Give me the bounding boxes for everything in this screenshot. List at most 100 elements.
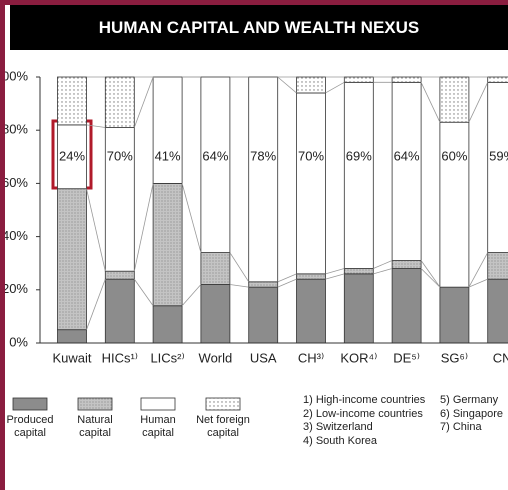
legend-label: Net foreign capital <box>196 414 250 439</box>
bar-annotation: 70% <box>298 148 324 163</box>
connector <box>86 279 106 330</box>
connector <box>420 268 441 288</box>
x-tick-label: KOR⁴⁾ <box>340 350 377 365</box>
x-tick-label: USA <box>250 350 277 365</box>
bar-segment <box>248 76 279 283</box>
footnote: 2) Low-income countries <box>303 407 423 420</box>
connector <box>373 260 393 269</box>
bar-segment <box>391 268 422 344</box>
connector <box>277 273 297 283</box>
x-tick-label: World <box>199 350 233 365</box>
bar-segment <box>200 252 231 285</box>
bar-segment <box>200 284 231 344</box>
bar-segment <box>104 127 135 272</box>
legend-swatch <box>12 397 48 411</box>
connector <box>420 260 441 288</box>
bar-segment <box>296 273 326 280</box>
footnote: 5) Germany <box>440 394 499 406</box>
bar-segment <box>248 281 279 288</box>
connector <box>181 284 202 307</box>
connector <box>181 183 202 253</box>
bar-annotation: 60% <box>441 148 467 163</box>
bar-annotation: 70% <box>107 148 133 163</box>
bar-segment <box>296 278 326 344</box>
bar-segment <box>296 92 326 275</box>
bar-segment <box>343 273 374 344</box>
bar-segment <box>57 329 87 344</box>
bar-segment <box>200 76 231 253</box>
connector <box>229 252 250 283</box>
footnote: 7) China <box>440 421 482 433</box>
y-tick-label: 20% <box>5 281 28 296</box>
legend-swatch <box>205 397 241 411</box>
connector <box>133 278 154 306</box>
bar-annotation: 78% <box>250 148 276 163</box>
legend-label: Produced capital <box>6 414 54 439</box>
x-tick-label: Kuwait <box>52 350 91 365</box>
bar-segment <box>343 268 374 275</box>
bar-segment <box>248 286 279 344</box>
bar-segment <box>391 76 422 83</box>
y-tick-label: 100% <box>5 68 28 83</box>
connector <box>277 76 297 94</box>
legend-label: Human capital <box>140 414 176 439</box>
bar-segment <box>57 76 87 126</box>
connector <box>468 82 489 123</box>
bar-segment <box>296 76 326 94</box>
connector <box>86 124 106 128</box>
bar-annotation: 64% <box>202 148 228 163</box>
bar-segment <box>104 270 135 280</box>
x-tick-label: DE⁵⁾ <box>393 350 420 365</box>
bar-segment <box>104 278 135 344</box>
chart-title: HUMAN CAPITAL AND WEALTH NEXUS <box>10 5 508 50</box>
bar-segment <box>57 188 87 331</box>
bar-segment <box>343 81 374 269</box>
footnote: 6) Singapore <box>440 407 503 420</box>
bar-segment <box>439 76 470 123</box>
connector <box>277 278 297 288</box>
bar-annotation: 69% <box>346 148 372 163</box>
y-tick-label: 80% <box>5 122 28 137</box>
connector <box>133 76 154 128</box>
connector <box>420 82 441 123</box>
bar-segment <box>391 81 422 261</box>
bar-segment <box>152 305 183 344</box>
connector <box>325 81 345 94</box>
y-tick-label: 60% <box>5 175 28 190</box>
bar-segment <box>104 76 135 128</box>
y-tick-label: 40% <box>5 228 28 243</box>
bar-annotation: 41% <box>155 148 181 163</box>
x-tick-label: HICs¹⁾ <box>102 350 138 365</box>
bar-annotation: 24% <box>59 148 85 163</box>
legend-swatch <box>77 397 113 411</box>
legend-swatch <box>140 397 176 411</box>
bar-segment <box>391 260 422 269</box>
chart: 0% 20% 40% 60% 80% 100% Kuwait 24% HICs¹⁾ 70% LICs… <box>5 68 508 411</box>
bar-annotation: 59% <box>489 148 508 163</box>
connector <box>373 268 393 275</box>
y-tick-label: 0% <box>9 334 28 349</box>
footnote: 3) Switzerland <box>303 421 373 433</box>
legend-label: Natural capital <box>77 414 113 439</box>
x-tick-label: SG⁶⁾ <box>441 350 468 365</box>
bar-segment <box>487 252 508 280</box>
bar-segment <box>439 121 470 288</box>
bar-segment <box>439 286 470 344</box>
connector <box>325 273 345 280</box>
bar-segment <box>152 182 183 307</box>
connector <box>86 188 106 272</box>
connector <box>133 183 154 272</box>
x-tick-label: CN <box>493 350 508 365</box>
x-tick-label: LICs²⁾ <box>150 350 184 365</box>
bar-segment <box>343 76 374 83</box>
bar-segment <box>57 124 87 190</box>
footnote: 1) High-income countries <box>303 394 426 406</box>
footnote: 4) South Korea <box>303 434 377 447</box>
bar-annotation: 64% <box>394 148 420 163</box>
bar-segment <box>487 81 508 253</box>
connector <box>468 278 488 288</box>
bar-segment <box>152 76 183 184</box>
bar-segment <box>487 76 508 83</box>
x-tick-label: CH³⁾ <box>298 350 324 365</box>
bar-segment <box>487 278 508 344</box>
